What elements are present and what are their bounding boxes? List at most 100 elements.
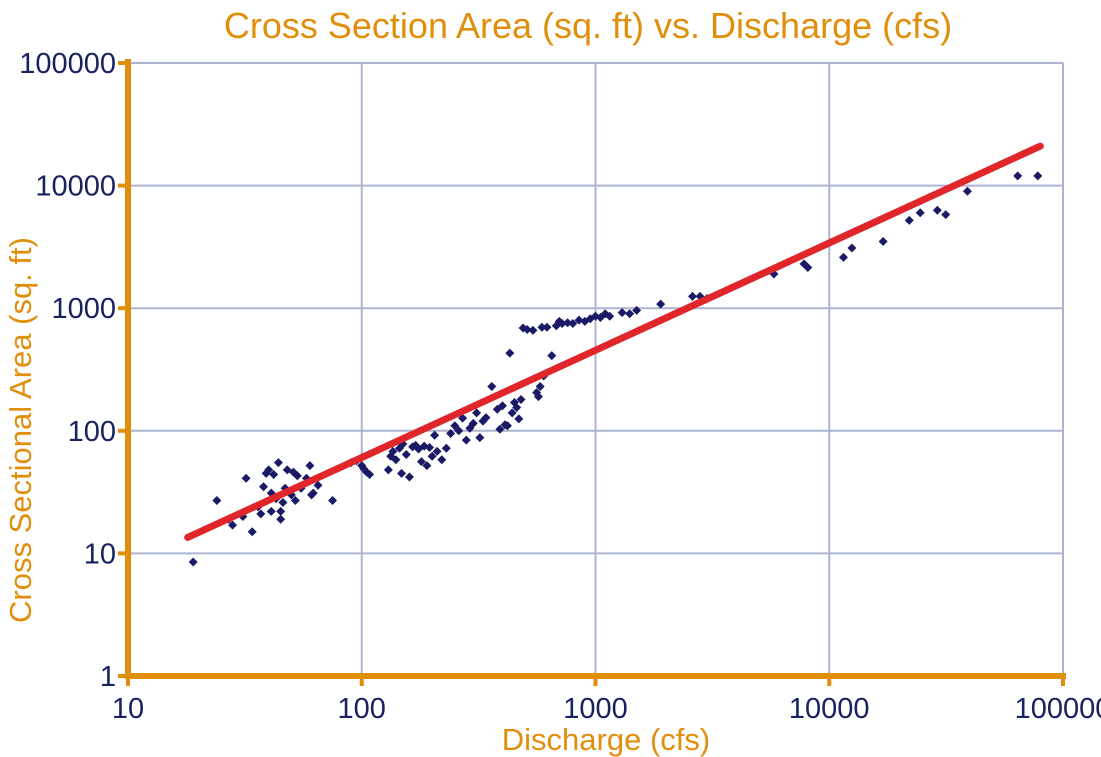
data-point xyxy=(432,446,442,456)
data-point xyxy=(391,455,401,465)
data-point xyxy=(557,319,567,329)
data-point xyxy=(266,506,276,516)
x-tick-label: 100 xyxy=(338,693,386,725)
data-point xyxy=(625,309,635,319)
data-point xyxy=(313,480,323,490)
data-point xyxy=(305,461,315,471)
data-point xyxy=(416,457,426,467)
data-point xyxy=(247,527,257,537)
data-point xyxy=(547,351,557,361)
data-point xyxy=(475,433,485,443)
data-point xyxy=(838,252,848,262)
data-point xyxy=(847,243,857,253)
data-point xyxy=(512,402,522,412)
y-tick-label: 100 xyxy=(68,416,116,448)
x-axis-title: Discharge (cfs) xyxy=(502,722,710,757)
data-point xyxy=(481,413,491,423)
data-point xyxy=(278,498,288,508)
data-point xyxy=(308,488,318,498)
data-point xyxy=(454,426,464,436)
data-point xyxy=(878,236,888,246)
data-point xyxy=(441,443,451,453)
data-point xyxy=(487,381,497,391)
x-tick-label: 1000 xyxy=(563,693,628,725)
grid-lines xyxy=(128,62,1064,676)
data-point xyxy=(256,509,266,519)
data-point xyxy=(450,421,460,431)
data-point xyxy=(528,325,538,335)
data-point xyxy=(1013,171,1023,181)
data-point xyxy=(932,205,942,215)
data-point xyxy=(276,506,286,516)
y-tick-labels: 1 10 100 1000 10000 100000 xyxy=(19,48,116,693)
data-point xyxy=(404,472,414,482)
data-point xyxy=(688,291,697,301)
axes xyxy=(118,59,1066,686)
trendline xyxy=(184,142,1044,541)
x-tick-label: 10000 xyxy=(789,693,870,725)
data-point xyxy=(290,496,300,506)
chart-title: Cross Section Area (sq. ft) vs. Discharg… xyxy=(224,5,952,46)
data-point xyxy=(430,430,440,440)
y-tick-label: 10 xyxy=(84,538,116,570)
data-point xyxy=(427,451,437,461)
data-point xyxy=(259,482,269,492)
data-point xyxy=(422,461,432,471)
data-point xyxy=(212,496,222,506)
y-axis-title: Cross Sectional Area (sq. ft) xyxy=(3,237,38,623)
data-point xyxy=(397,468,407,478)
data-point xyxy=(803,262,813,272)
data-point xyxy=(605,311,615,321)
trendline-group xyxy=(184,142,1044,541)
x-tick-labels: 10 100 1000 10000 100000 xyxy=(112,693,1101,725)
data-point xyxy=(472,408,482,418)
data-point xyxy=(495,424,505,434)
data-point xyxy=(656,299,666,309)
data-point xyxy=(276,514,286,524)
data-point xyxy=(904,215,914,225)
data-point xyxy=(273,458,283,468)
data-point xyxy=(241,473,251,483)
data-point xyxy=(497,401,507,411)
data-point xyxy=(401,450,411,460)
data-point xyxy=(468,418,478,428)
data-point xyxy=(1033,171,1043,181)
data-point xyxy=(264,465,274,475)
data-points xyxy=(188,171,1043,567)
data-point xyxy=(269,470,279,480)
data-point xyxy=(915,208,925,218)
data-point xyxy=(535,381,545,391)
data-point xyxy=(425,443,435,453)
data-point xyxy=(514,414,524,424)
data-point xyxy=(228,520,238,530)
data-point xyxy=(537,322,547,332)
data-point xyxy=(383,465,393,475)
data-point xyxy=(617,308,627,318)
data-point xyxy=(505,348,515,358)
data-point xyxy=(328,496,338,506)
data-point xyxy=(563,318,573,328)
y-tick-label: 100000 xyxy=(19,48,116,80)
data-point xyxy=(632,305,642,315)
data-point xyxy=(542,322,552,332)
data-point xyxy=(461,435,471,445)
data-point xyxy=(446,429,456,439)
data-point xyxy=(437,455,447,465)
y-tick-label: 1000 xyxy=(51,293,116,325)
data-point xyxy=(568,319,578,329)
data-point xyxy=(365,470,375,480)
data-point xyxy=(941,210,951,220)
data-point xyxy=(502,421,512,431)
x-tick-label: 100000 xyxy=(1015,693,1101,725)
data-point xyxy=(507,408,517,418)
data-point xyxy=(522,325,532,335)
data-point xyxy=(516,395,526,405)
data-point xyxy=(533,392,543,402)
data-point xyxy=(188,557,198,567)
data-point xyxy=(388,446,398,456)
y-tick-label: 1 xyxy=(100,661,116,693)
x-tick-label: 10 xyxy=(112,693,144,725)
y-tick-label: 10000 xyxy=(35,171,116,203)
